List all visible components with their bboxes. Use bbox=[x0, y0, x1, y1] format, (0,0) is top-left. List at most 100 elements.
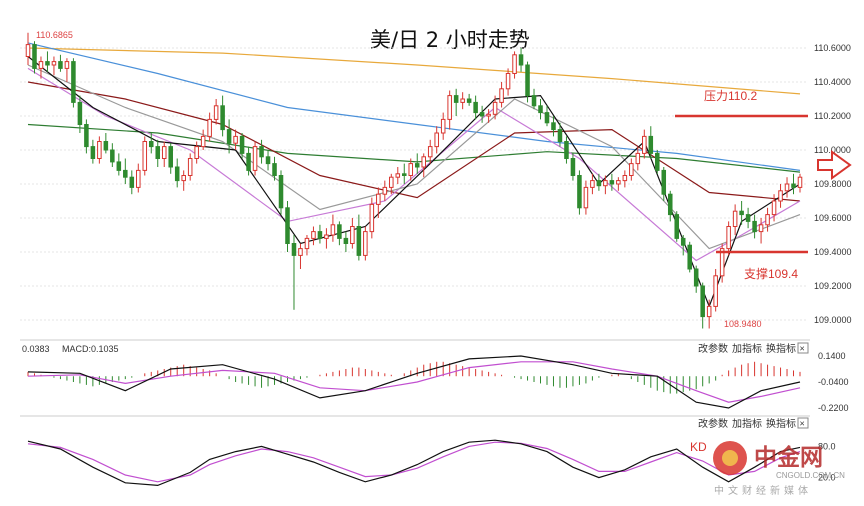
candle-body bbox=[200, 135, 206, 148]
y-tick-label: 109.4000 bbox=[814, 247, 852, 257]
candle-body bbox=[32, 44, 37, 69]
candle-body bbox=[395, 173, 401, 178]
candle-body bbox=[58, 61, 63, 69]
main-y-axis: 110.6000 110.4000 110.2000 110.0000 109.8000… bbox=[814, 43, 852, 325]
toolbar-button[interactable]: 改参数 bbox=[698, 417, 728, 430]
candle-body bbox=[603, 180, 608, 187]
y-tick-label: 109.8000 bbox=[814, 179, 852, 189]
toolbar-button[interactable]: 加指标 bbox=[732, 417, 762, 430]
candle-body bbox=[123, 169, 128, 178]
watermark-sub: 中文财经新媒体 bbox=[714, 484, 812, 497]
y-tick-label: 109.0000 bbox=[814, 315, 852, 325]
y-tick-label: 109.6000 bbox=[814, 213, 852, 223]
candle-body bbox=[655, 152, 660, 171]
candle-body bbox=[771, 200, 777, 216]
candle-body bbox=[616, 180, 621, 185]
candle-body bbox=[324, 234, 329, 239]
candle-body bbox=[97, 141, 102, 159]
logo-inner-icon bbox=[722, 450, 738, 466]
candle-body bbox=[233, 135, 238, 144]
candle-body bbox=[525, 64, 530, 97]
candle-body bbox=[447, 95, 452, 120]
candle-body bbox=[38, 61, 44, 69]
candle-body bbox=[317, 231, 323, 239]
close-icon[interactable] bbox=[797, 417, 809, 429]
candle-body bbox=[311, 231, 316, 239]
candle-body bbox=[136, 169, 141, 188]
candle-body bbox=[596, 180, 602, 187]
watermark-cn: 中金网 bbox=[754, 444, 823, 470]
toolbar-button[interactable]: 改参数 bbox=[698, 342, 728, 355]
candle-body bbox=[752, 220, 757, 233]
toolbar-button[interactable]: 加指标 bbox=[732, 342, 762, 355]
candle-body bbox=[518, 54, 524, 66]
ma-line bbox=[27, 47, 801, 95]
candle-body bbox=[220, 105, 225, 131]
candle-body bbox=[213, 105, 219, 120]
candle-body bbox=[667, 193, 673, 216]
macd-y-tick: 0.1400 bbox=[818, 351, 846, 361]
candle-body bbox=[661, 169, 667, 195]
candle-body bbox=[45, 61, 50, 66]
candle-body bbox=[505, 73, 511, 90]
candle-body bbox=[499, 88, 504, 103]
candle-body bbox=[168, 146, 173, 168]
candle-body bbox=[577, 175, 582, 209]
candle-body bbox=[797, 176, 803, 188]
candle-body bbox=[648, 135, 654, 154]
macd-label: MACD:0.1035 bbox=[62, 344, 119, 354]
close-glyph: × bbox=[800, 419, 805, 429]
candle-body bbox=[382, 186, 388, 195]
macd-y-tick: -0.2200 bbox=[818, 403, 849, 413]
candle-body bbox=[739, 210, 744, 216]
candle-body bbox=[570, 158, 576, 176]
macd-y-tick: -0.0400 bbox=[818, 377, 849, 387]
candle-body bbox=[693, 268, 699, 287]
ma-line bbox=[27, 56, 801, 309]
candle-body bbox=[784, 183, 790, 192]
watermark-en: CNGOLD.COM.CN bbox=[776, 471, 845, 480]
candle-body bbox=[732, 210, 738, 227]
candle-body bbox=[343, 237, 349, 244]
y-tick-label: 110.6000 bbox=[814, 43, 851, 53]
candle-body bbox=[466, 98, 472, 103]
candle-body bbox=[408, 163, 414, 177]
candle-body bbox=[304, 237, 310, 250]
candle-body bbox=[622, 175, 628, 182]
candle-body bbox=[103, 141, 109, 151]
candle-body bbox=[473, 101, 478, 114]
macd-left-value: 0.0383 bbox=[22, 344, 50, 354]
candle-body bbox=[486, 113, 491, 117]
watermark: 中金网 CNGOLD.COM.CN 中文财经新媒体 bbox=[713, 441, 845, 497]
candle-body bbox=[90, 146, 96, 160]
kdj-y-tick: 80.0 bbox=[818, 441, 836, 451]
candle-body bbox=[64, 61, 70, 69]
candle-body bbox=[609, 180, 615, 185]
high-price-label: 110.6865 bbox=[36, 30, 73, 40]
main-panel-grid bbox=[20, 47, 808, 321]
candle-body bbox=[590, 180, 595, 188]
candle-body bbox=[460, 98, 465, 103]
candle-body bbox=[713, 275, 718, 307]
kdj-k-line bbox=[27, 439, 801, 487]
resistance-label: 压力110.2 bbox=[704, 89, 757, 103]
ma-line bbox=[27, 81, 801, 202]
candle-body bbox=[557, 129, 563, 143]
candle-body bbox=[285, 207, 290, 245]
close-icon[interactable] bbox=[797, 342, 809, 354]
candle-body bbox=[674, 214, 680, 239]
toolbar-button[interactable]: 换指标 bbox=[766, 417, 796, 430]
candle-body bbox=[174, 166, 180, 182]
candle-body bbox=[745, 214, 751, 222]
candle-body bbox=[246, 152, 251, 171]
candle-body bbox=[194, 146, 199, 160]
candle-body bbox=[51, 61, 57, 66]
candle-body bbox=[551, 122, 556, 131]
candle-body bbox=[181, 175, 186, 182]
candle-body bbox=[706, 305, 712, 318]
toolbar-button[interactable]: 换指标 bbox=[766, 342, 796, 355]
arrow-icon bbox=[817, 150, 852, 180]
candle-body bbox=[758, 224, 764, 233]
candle-body bbox=[479, 112, 485, 117]
candle-body bbox=[148, 141, 154, 148]
